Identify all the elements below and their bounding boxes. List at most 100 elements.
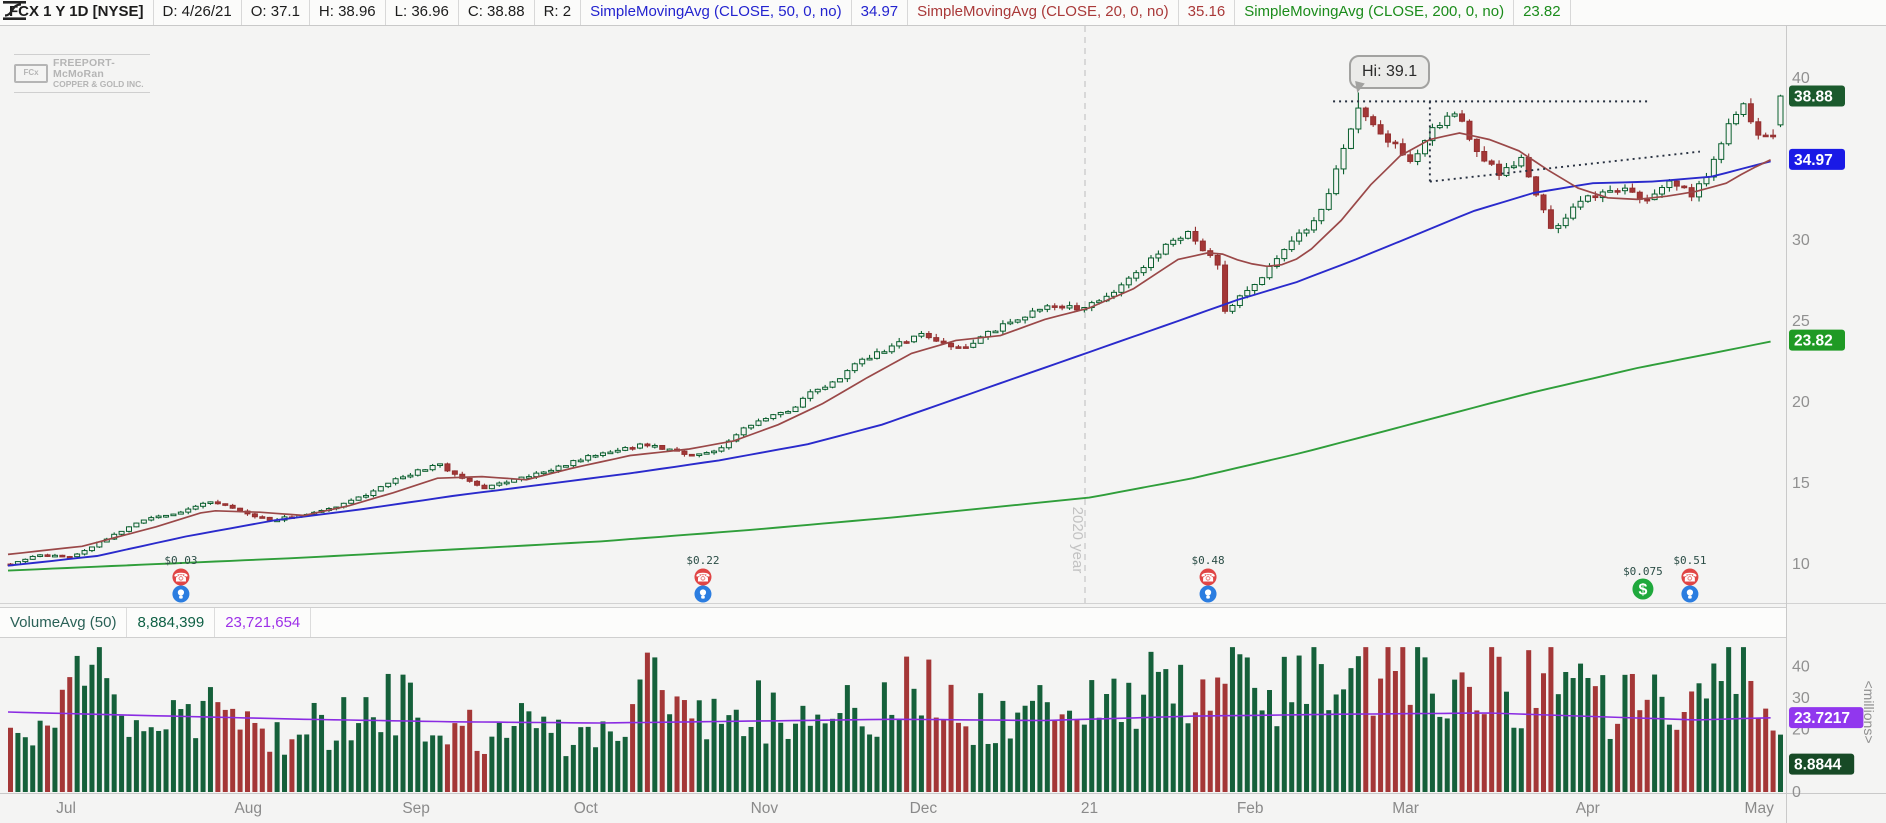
- volume-bar: [1666, 724, 1672, 792]
- volume-bar: [948, 684, 954, 792]
- volume-bar: [237, 729, 243, 792]
- volume-bar: [356, 723, 362, 792]
- volume-bar: [52, 727, 58, 792]
- volume-bar: [252, 722, 258, 792]
- volume-bar: [1274, 726, 1280, 792]
- candle: [466, 477, 473, 482]
- phone-icon[interactable]: [1199, 568, 1217, 586]
- range-readout: R: 2: [535, 0, 582, 25]
- candle: [1436, 124, 1443, 129]
- volume-bar: [778, 722, 784, 792]
- time-axis[interactable]: Jul Aug Sep Oct Nov Dec 21 Feb Mar Apr May: [56, 800, 1774, 817]
- volume-bar: [1229, 647, 1235, 792]
- dollar-glyph: $: [1638, 582, 1647, 599]
- candle: [829, 381, 836, 388]
- candle: [1059, 305, 1066, 309]
- candle: [1614, 190, 1621, 193]
- volume-bar: [1289, 702, 1295, 792]
- volume-bar: [370, 717, 376, 792]
- candle: [622, 447, 629, 451]
- volume-bar: [422, 741, 428, 792]
- candle: [851, 363, 858, 372]
- dollar-icon[interactable]: [1632, 578, 1654, 600]
- candle: [636, 443, 643, 449]
- candle: [1533, 176, 1540, 196]
- candle: [444, 463, 451, 472]
- volume-bar: [504, 737, 510, 792]
- month-tick-label: Nov: [751, 800, 779, 817]
- chart-style-icon[interactable]: [3, 0, 1886, 25]
- sma20-study-value: 35.16: [1179, 0, 1236, 25]
- volume-bar: [230, 708, 236, 792]
- candle: [1140, 267, 1147, 274]
- sma20-study-label[interactable]: SimpleMovingAvg (CLOSE, 20, 0, no): [908, 0, 1179, 25]
- volume-bar: [1111, 678, 1117, 792]
- header-spacer: [1571, 0, 1870, 25]
- candle: [1592, 195, 1599, 199]
- price-axis[interactable]: 40 30 25 20 15 10 38.88 34.97 23.82: [1789, 70, 1845, 573]
- month-tick-label: Jul: [56, 800, 76, 817]
- candle: [555, 465, 562, 471]
- volume-bar: [333, 740, 339, 792]
- volume-bar: [1096, 717, 1102, 792]
- phone-icon[interactable]: [1681, 568, 1699, 586]
- volume-bar: [1615, 723, 1621, 792]
- volume-bar: [556, 719, 562, 792]
- volume-bar: [1570, 678, 1576, 792]
- candle: [414, 469, 421, 476]
- candle: [896, 341, 903, 347]
- candle: [1273, 258, 1280, 267]
- candle: [1288, 240, 1295, 251]
- volume-bar: [1222, 683, 1228, 792]
- candle: [681, 450, 688, 455]
- volume-bar: [615, 740, 621, 792]
- volume-bar: [185, 704, 191, 792]
- phone-icon[interactable]: [694, 568, 712, 586]
- volume-bar: [1215, 677, 1221, 792]
- candle: [29, 555, 36, 560]
- candle: [44, 554, 51, 557]
- volume-bar: [911, 688, 917, 792]
- volume-bar: [22, 737, 28, 792]
- volume-bar: [1252, 687, 1258, 792]
- volume-bar: [385, 673, 391, 792]
- candle: [1584, 195, 1591, 202]
- candle: [873, 351, 880, 359]
- sma200-study-label[interactable]: SimpleMovingAvg (CLOSE, 200, 0, no): [1235, 0, 1515, 25]
- event-markers[interactable]: $0.03 ☎ $0.22 ☎ $0.48 ☎ $0.075 $ $0.51 ☎: [164, 554, 1706, 603]
- candle: [836, 378, 843, 383]
- volume-bar: [1370, 715, 1376, 792]
- candle: [74, 553, 81, 558]
- volume-bar: [1496, 656, 1502, 792]
- volume-bar: [1444, 718, 1450, 792]
- candle: [703, 452, 710, 455]
- volume-bar: [37, 720, 43, 792]
- volume-bar: [593, 747, 599, 792]
- candle: [1155, 253, 1162, 259]
- candle: [488, 484, 495, 490]
- volume-bar: [822, 723, 828, 792]
- candle: [1407, 154, 1414, 162]
- price-tick-label: 10: [1792, 556, 1810, 573]
- volume-badge-value: 23.7217: [1794, 710, 1850, 727]
- volume-study-label[interactable]: VolumeAvg (50): [0, 608, 128, 637]
- pattern-drawing[interactable]: [1333, 100, 1701, 183]
- volume-bar: [489, 736, 495, 792]
- volume-bar: [852, 707, 858, 792]
- volume-badge: [1789, 753, 1855, 775]
- volume-bar: [815, 714, 821, 792]
- month-tick-label: Aug: [234, 800, 262, 817]
- volume-bar: [1563, 671, 1569, 792]
- candle: [1755, 121, 1762, 136]
- volume-bar: [711, 698, 717, 792]
- phone-icon[interactable]: [172, 568, 190, 586]
- month-tick-label: Apr: [1576, 800, 1600, 817]
- volume-bar: [1466, 686, 1472, 792]
- candle: [1518, 156, 1525, 167]
- volume-bar: [541, 716, 547, 792]
- candle: [1303, 229, 1310, 234]
- candle: [148, 517, 155, 521]
- sma50-study-label[interactable]: SimpleMovingAvg (CLOSE, 50, 0, no): [581, 0, 852, 25]
